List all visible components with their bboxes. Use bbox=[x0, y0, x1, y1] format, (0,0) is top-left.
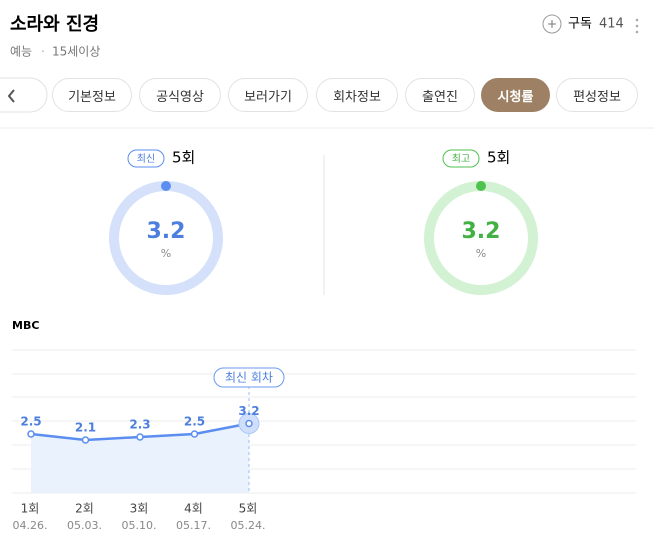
value-label: 2.5 bbox=[184, 415, 205, 429]
x-tick-label: 3회 bbox=[130, 502, 149, 516]
chart-title: MBC bbox=[12, 319, 39, 332]
episode: 5회 bbox=[487, 149, 510, 167]
gauge-dot bbox=[161, 181, 171, 191]
tab[interactable]: 기본정보 bbox=[52, 78, 132, 112]
value-label: 2.5 bbox=[20, 415, 41, 429]
x-date-label: 05.10. bbox=[122, 519, 157, 532]
gauge-unit: % bbox=[476, 247, 486, 260]
x-date-label: 04.26. bbox=[13, 519, 48, 532]
gauge-dot bbox=[476, 181, 486, 191]
genre: 예능 bbox=[10, 45, 32, 59]
episode: 5회 bbox=[172, 149, 195, 167]
badge bbox=[442, 149, 480, 168]
prev-tab[interactable] bbox=[0, 77, 48, 113]
gauge-unit: % bbox=[161, 247, 171, 260]
age: 15세이상 bbox=[52, 45, 100, 59]
tab[interactable]: 공식영상 bbox=[139, 78, 221, 112]
x-tick-label: 4회 bbox=[184, 502, 203, 516]
tab[interactable]: 편성정보 bbox=[556, 78, 638, 112]
gauge-value: 3.2 bbox=[462, 219, 501, 244]
separator: · bbox=[41, 45, 45, 59]
value-label: 2.1 bbox=[75, 421, 96, 435]
point bbox=[245, 419, 253, 428]
prev-arrow bbox=[7, 89, 15, 103]
badge-label: 최고 bbox=[452, 153, 470, 165]
subscribe[interactable]: 구독 bbox=[568, 17, 592, 32]
annotation: 최신 회차 bbox=[225, 371, 273, 385]
x-tick-label: 5회 bbox=[239, 502, 258, 516]
badge-label: 최신 bbox=[137, 153, 155, 165]
x-date-label: 05.24. bbox=[231, 519, 266, 532]
x-tick-label: 2회 bbox=[75, 502, 94, 516]
title: 소라와 진경 bbox=[10, 14, 99, 35]
tab[interactable]: 보러가기 bbox=[228, 78, 308, 112]
annotation-box bbox=[213, 367, 285, 388]
gauge-value: 3.2 bbox=[147, 219, 186, 244]
badge bbox=[127, 149, 165, 168]
x-date-label: 05.17. bbox=[176, 519, 211, 532]
plus bbox=[548, 20, 556, 28]
point bbox=[81, 436, 90, 444]
point bbox=[27, 430, 35, 438]
more[interactable] bbox=[635, 18, 639, 34]
subscribe-icon[interactable] bbox=[542, 14, 562, 34]
value-label: 2.3 bbox=[129, 418, 150, 432]
point bbox=[136, 433, 144, 441]
x-tick-label: 1회 bbox=[21, 502, 40, 516]
tab[interactable]: 출연진 bbox=[405, 78, 475, 112]
tab[interactable]: 회차정보 bbox=[316, 78, 398, 112]
x-date-label: 05.03. bbox=[67, 519, 102, 532]
subscriber-count: 414 bbox=[599, 17, 624, 32]
point bbox=[190, 430, 199, 438]
tab[interactable]: 시청률 bbox=[481, 78, 550, 112]
value-label: 3.2 bbox=[238, 404, 259, 418]
